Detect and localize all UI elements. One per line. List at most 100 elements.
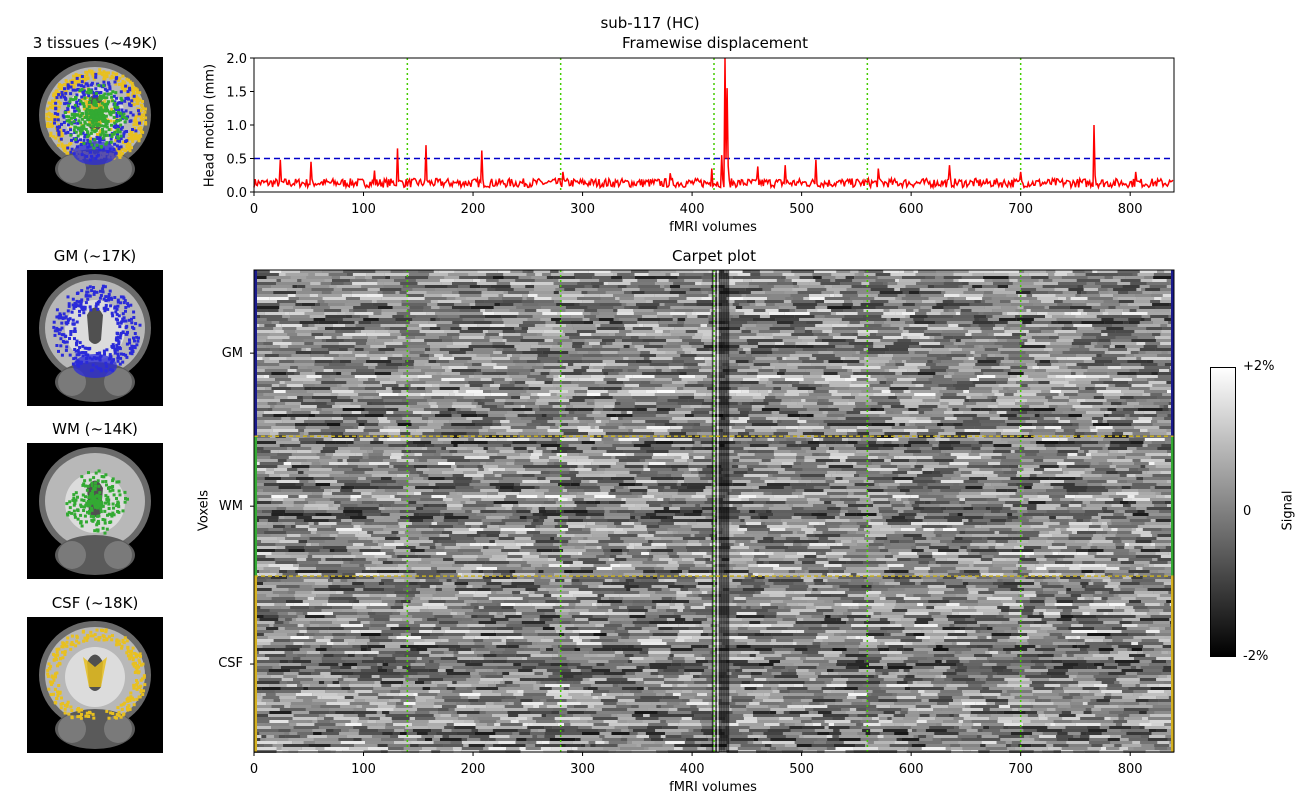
- carpet-cell: [1008, 354, 1029, 357]
- brain-overlay-voxel: [76, 139, 79, 143]
- carpet-cell: [974, 357, 987, 360]
- carpet-cell: [1030, 417, 1044, 420]
- carpet-cell: [393, 339, 411, 342]
- brain-thumbnail-wm: [27, 443, 163, 579]
- carpet-cell: [906, 309, 914, 312]
- carpet-cell: [863, 273, 876, 276]
- brain-overlay-voxel: [123, 636, 127, 640]
- carpet-cell: [481, 363, 497, 366]
- carpet-cell: [358, 378, 369, 381]
- carpet-cell: [980, 408, 992, 411]
- carpet-cell: [430, 405, 439, 408]
- carpet-cell: [364, 327, 385, 330]
- brain-overlay-voxel: [75, 708, 79, 712]
- carpet-cell: [1055, 285, 1078, 288]
- brain-overlay-voxel: [116, 359, 120, 363]
- carpet-cell: [347, 348, 355, 351]
- carpet-cell: [662, 384, 685, 387]
- carpet-cell: [599, 312, 617, 315]
- carpet-cell: [410, 312, 427, 315]
- carpet-cell: [558, 279, 580, 282]
- brain-overlay-voxel: [140, 105, 144, 109]
- carpet-cell: [638, 336, 655, 339]
- carpet-cell: [841, 396, 855, 399]
- carpet-cell: [802, 360, 824, 363]
- carpet-cell: [637, 321, 659, 324]
- carpet-cell: [697, 363, 707, 366]
- carpet-cell: [857, 294, 872, 297]
- carpet-cell: [467, 366, 494, 369]
- carpet-cell: [1146, 399, 1161, 402]
- carpet-cell: [860, 411, 886, 414]
- carpet-cell: [602, 369, 615, 372]
- carpet-cell: [846, 288, 871, 291]
- carpet-cell: [367, 288, 380, 291]
- carpet-cell: [592, 411, 601, 414]
- carpet-cell: [1075, 372, 1084, 375]
- carpet-cell: [1144, 390, 1167, 393]
- carpet-cell: [997, 339, 1007, 342]
- carpet-cell: [850, 270, 859, 273]
- carpet-cell: [1027, 339, 1036, 342]
- carpet-cell: [530, 393, 538, 396]
- carpet-cell: [254, 348, 271, 351]
- carpet-cell: [751, 351, 773, 354]
- carpet-cell: [1157, 396, 1174, 399]
- brain-overlay-voxel: [84, 294, 88, 298]
- carpet-cell: [528, 327, 553, 330]
- brain-overlay-voxel: [116, 124, 120, 128]
- carpet-cell: [372, 276, 386, 279]
- brain-overlay-voxel: [130, 317, 133, 321]
- carpet-cell: [500, 384, 515, 387]
- brain-overlay-voxel: [106, 307, 110, 311]
- brain-overlay-voxel: [83, 346, 87, 350]
- carpet-cell: [303, 339, 322, 342]
- carpet-cell: [615, 297, 620, 300]
- carpet-cell: [402, 285, 425, 288]
- brain-overlay-voxel: [135, 688, 139, 691]
- carpet-cell: [459, 276, 478, 279]
- carpet-cell: [960, 312, 979, 315]
- carpet-cell: [687, 381, 698, 384]
- carpet-cell: [796, 306, 816, 309]
- carpet-cell: [1043, 417, 1056, 420]
- carpet-cell: [974, 345, 979, 348]
- carpet-cell: [1049, 381, 1069, 384]
- carpet-cell: [1007, 390, 1018, 393]
- carpet-cell: [989, 417, 1008, 420]
- brain-overlay-voxel: [119, 149, 123, 152]
- carpet-cell: [408, 402, 418, 405]
- carpet-cell: [1136, 372, 1152, 375]
- carpet-cell: [490, 285, 511, 288]
- brain-overlay-voxel: [104, 299, 108, 302]
- carpet-cell: [1002, 345, 1021, 348]
- carpet-cell: [918, 411, 924, 414]
- brain-overlay-voxel: [48, 680, 52, 684]
- carpet-cell: [968, 270, 994, 273]
- carpet-cell: [254, 381, 280, 384]
- carpet-cell: [639, 324, 644, 327]
- brain-overlay-voxel: [95, 119, 98, 123]
- brain-overlay-voxel: [57, 93, 61, 97]
- brain-overlay-voxel: [99, 289, 102, 293]
- carpet-cell: [1103, 414, 1109, 417]
- carpet-cell: [908, 375, 933, 378]
- carpet-cell: [1157, 375, 1174, 378]
- carpet-cell: [424, 339, 443, 342]
- brain-overlay-voxel: [117, 510, 121, 514]
- carpet-cell: [930, 417, 945, 420]
- carpet-cell: [850, 297, 875, 300]
- brain-overlay-voxel: [135, 101, 139, 105]
- carpet-cell: [1104, 276, 1113, 279]
- carpet-cell: [587, 390, 608, 393]
- brain-overlay-voxel: [70, 112, 74, 116]
- carpet-cell: [438, 270, 455, 273]
- carpet-cell: [944, 294, 960, 297]
- carpet-cell: [845, 357, 860, 360]
- carpet-cell: [283, 309, 295, 312]
- carpet-cell: [1147, 378, 1155, 381]
- carpet-cell: [332, 279, 350, 282]
- carpet-cell: [771, 390, 787, 393]
- carpet-cell: [1075, 378, 1099, 381]
- carpet-cell: [604, 405, 615, 408]
